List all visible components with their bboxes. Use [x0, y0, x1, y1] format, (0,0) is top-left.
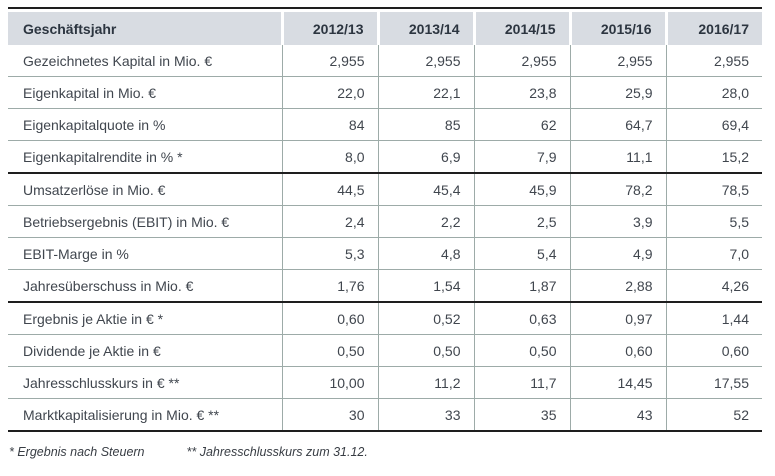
value-cell: 5,5	[665, 205, 762, 238]
table-bottom-rule	[8, 430, 762, 432]
table-row: Gezeichnetes Kapital in Mio. €2,955 2,955…	[8, 45, 762, 77]
value-cell: 1,44	[665, 301, 762, 335]
header-row: Geschäftsjahr 2012/13 2013/14 2014/15 2015/…	[8, 12, 762, 45]
value-cell: 8,0	[281, 140, 378, 173]
value-cell: 5,3	[281, 237, 378, 270]
value-cell: 6,9	[377, 140, 474, 173]
row-label-cell: Eigenkapitalquote in %	[8, 108, 282, 141]
table-row: Jahresüberschuss in Mio. €1,76 1,54 1,87 2,…	[8, 269, 762, 302]
financial-key-figures-table: Geschäftsjahr 2012/13 2013/14 2014/15 2015/…	[8, 7, 762, 459]
value-cell: 7,9	[473, 140, 570, 173]
value-cell: 28,0	[665, 76, 762, 109]
column-header-year: 2012/13	[280, 12, 378, 45]
row-label-cell: Eigenkapital in Mio. €	[8, 76, 282, 109]
value-cell: 62	[473, 108, 570, 141]
value-cell: 0,52	[377, 301, 474, 335]
value-cell: 22,0	[281, 76, 378, 109]
value-cell: 45,9	[473, 172, 570, 206]
footnotes: * Ergebnis nach Steuern ** Jahresschluss…	[8, 445, 762, 459]
value-cell: 11,2	[377, 366, 474, 399]
row-label-cell: Dividende je Aktie in €	[8, 334, 282, 367]
value-cell: 4,9	[569, 237, 666, 270]
row-label-cell: Ergebnis je Aktie in € *	[8, 301, 282, 335]
row-label-cell: Jahresüberschuss in Mio. €	[8, 269, 282, 302]
value-cell: 0,63	[473, 301, 570, 335]
table-top-rule	[8, 7, 762, 9]
row-label-cell: EBIT-Marge in %	[8, 237, 282, 270]
value-cell: 1,87	[473, 269, 570, 302]
value-cell: 78,2	[569, 172, 666, 206]
value-cell: 3,9	[569, 205, 666, 238]
value-cell: 52	[665, 398, 762, 430]
value-cell: 10,00	[281, 366, 378, 399]
value-cell: 2,88	[569, 269, 666, 302]
value-cell: 2,4	[281, 205, 378, 238]
value-cell: 43	[569, 398, 666, 430]
column-header-year: 2014/15	[472, 12, 570, 45]
value-cell: 44,5	[281, 172, 378, 206]
value-cell: 11,7	[473, 366, 570, 399]
table-row: Eigenkapital in Mio. €22,0 22,1 23,8 25,9 28…	[8, 76, 762, 109]
value-cell: 45,4	[377, 172, 474, 206]
column-header-year: 2015/16	[568, 12, 666, 45]
value-cell: 78,5	[665, 172, 762, 206]
value-cell: 23,8	[473, 76, 570, 109]
value-cell: 69,4	[665, 108, 762, 141]
value-cell: 0,60	[569, 334, 666, 367]
value-cell: 25,9	[569, 76, 666, 109]
value-cell: 4,26	[665, 269, 762, 302]
footnote-year-end-price: ** Jahresschlusskurs zum 31.12.	[186, 445, 368, 459]
table-row: Dividende je Aktie in €0,50 0,50 0,50 0,60 0…	[8, 334, 762, 367]
value-cell: 0,60	[665, 334, 762, 367]
value-cell: 14,45	[569, 366, 666, 399]
column-header-year: 2013/14	[376, 12, 474, 45]
value-cell: 2,955	[665, 45, 762, 77]
table-row: Umsatzerlöse in Mio. €44,5 45,4 45,9 78,2 78…	[8, 172, 762, 206]
table-row: Ergebnis je Aktie in € * 0,60 0,52 0,63 0,97…	[8, 301, 762, 335]
row-label-cell: Gezeichnetes Kapital in Mio. €	[8, 45, 282, 77]
value-cell: 22,1	[377, 76, 474, 109]
value-cell: 0,50	[377, 334, 474, 367]
table-row: Marktkapitalisierung in Mio. € ** 30 33 35 4…	[8, 398, 762, 430]
row-label-cell: Eigenkapitalrendite in % *	[8, 140, 282, 173]
value-cell: 4,8	[377, 237, 474, 270]
value-cell: 1,76	[281, 269, 378, 302]
value-cell: 17,55	[665, 366, 762, 399]
table-row: Jahresschlusskurs in € ** 10,00 11,2 11,7 14…	[8, 366, 762, 399]
value-cell: 35	[473, 398, 570, 430]
value-cell: 0,97	[569, 301, 666, 335]
value-cell: 64,7	[569, 108, 666, 141]
value-cell: 5,4	[473, 237, 570, 270]
value-cell: 2,955	[281, 45, 378, 77]
value-cell: 85	[377, 108, 474, 141]
row-label-cell: Betriebsergebnis (EBIT) in Mio. €	[8, 205, 282, 238]
value-cell: 2,955	[473, 45, 570, 77]
footnote-result-after-taxes: * Ergebnis nach Steuern	[9, 445, 145, 459]
row-label-cell: Marktkapitalisierung in Mio. € **	[8, 398, 282, 430]
value-cell: 2,2	[377, 205, 474, 238]
row-label-cell: Umsatzerlöse in Mio. €	[8, 172, 282, 206]
column-header-year: 2016/17	[664, 12, 762, 45]
value-cell: 30	[281, 398, 378, 430]
table-row: Eigenkapitalrendite in % * 8,0 6,9 7,9 11,1 1…	[8, 140, 762, 173]
value-cell: 2,5	[473, 205, 570, 238]
value-cell: 33	[377, 398, 474, 430]
table-row: Eigenkapitalquote in % 84 85 62 64,7 69,4	[8, 108, 762, 141]
value-cell: 84	[281, 108, 378, 141]
column-header-fiscal-year: Geschäftsjahr	[8, 12, 282, 45]
value-cell: 0,50	[473, 334, 570, 367]
value-cell: 0,50	[281, 334, 378, 367]
value-cell: 7,0	[665, 237, 762, 270]
value-cell: 15,2	[665, 140, 762, 173]
key-figures-table: Geschäftsjahr 2012/13 2013/14 2014/15 2015/…	[8, 12, 762, 430]
table-row: EBIT-Marge in % 5,3 4,8 5,4 4,9 7,0	[8, 237, 762, 270]
value-cell: 0,60	[281, 301, 378, 335]
value-cell: 1,54	[377, 269, 474, 302]
row-label-cell: Jahresschlusskurs in € **	[8, 366, 282, 399]
value-cell: 2,955	[569, 45, 666, 77]
value-cell: 11,1	[569, 140, 666, 173]
table-body: Gezeichnetes Kapital in Mio. €2,955 2,955…	[8, 45, 762, 430]
table-row: Betriebsergebnis (EBIT) in Mio. €2,4 2,2 2…	[8, 205, 762, 238]
value-cell: 2,955	[377, 45, 474, 77]
